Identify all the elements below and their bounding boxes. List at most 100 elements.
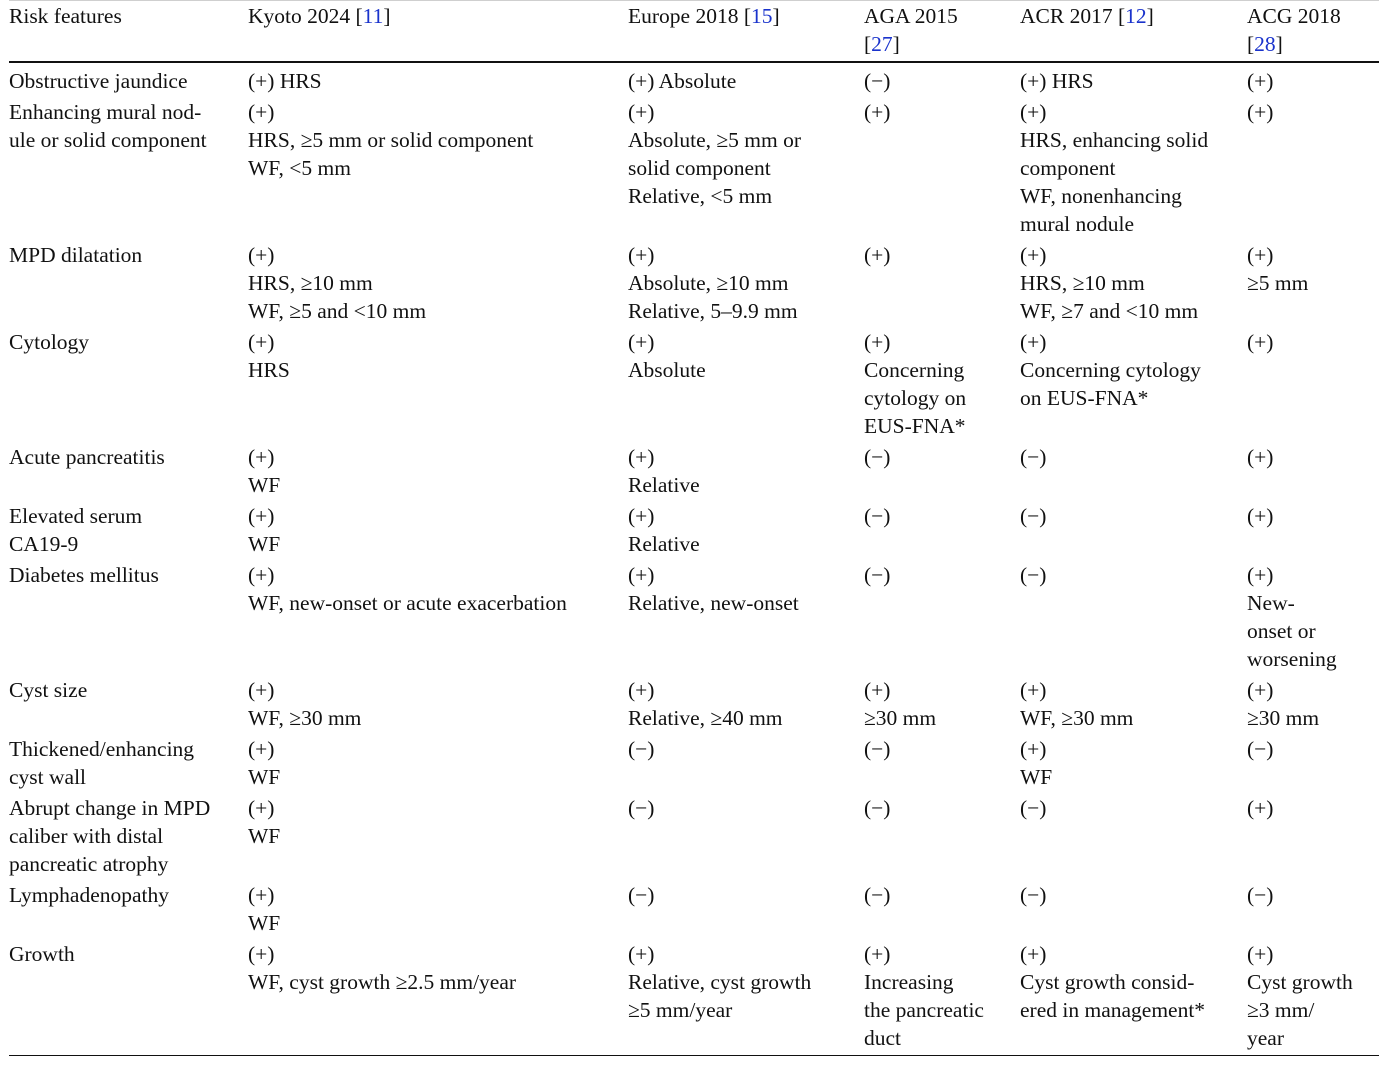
- guideline-cell: (−): [1247, 735, 1379, 794]
- guideline-cell: (−): [628, 735, 864, 794]
- guideline-cell: (−): [1020, 502, 1247, 561]
- cell-text-line: (−): [1247, 737, 1274, 761]
- cell-text-line: (+): [248, 100, 275, 124]
- cell-text-line: (+) HRS: [1020, 69, 1094, 93]
- guideline-cell: (+): [864, 241, 1020, 328]
- guideline-cell: (+) Concerning cytology on EUS-FNA*: [864, 328, 1020, 443]
- cell-text-line: (+): [864, 678, 891, 702]
- citation-link[interactable]: 27: [871, 32, 893, 56]
- cell-text-line: worsening: [1247, 647, 1337, 671]
- column-header: Risk features: [9, 2, 248, 62]
- guideline-cell: (−): [864, 62, 1020, 98]
- risk-feature-label: cyst wall: [9, 765, 87, 789]
- table-row: Enhancing mural nod-ule or solid compone…: [9, 98, 1379, 241]
- cell-text-line: (+): [1247, 942, 1274, 966]
- guideline-cell: (+) HRS: [248, 62, 628, 98]
- cell-text-line: (+): [864, 330, 891, 354]
- guideline-cell: (+): [1247, 98, 1379, 241]
- cell-text-line: (+): [1247, 445, 1274, 469]
- guideline-cell: (+): [864, 98, 1020, 241]
- citation-link[interactable]: 28: [1254, 32, 1276, 56]
- cell-text-line: WF, ≥7 and <10 mm: [1020, 299, 1199, 323]
- guideline-cell: (+) WF: [248, 881, 628, 940]
- cell-text-line: duct: [864, 1026, 902, 1050]
- guideline-cell: (−): [864, 443, 1020, 502]
- column-header-label: AGA 2015: [864, 4, 958, 28]
- risk-feature-label: Elevated serum: [9, 504, 143, 528]
- cell-text-line: HRS, ≥10 mm: [1020, 271, 1145, 295]
- cell-text-line: (+): [1247, 100, 1274, 124]
- cell-text-line: (+): [1020, 100, 1047, 124]
- cell-text-line: (−): [1020, 563, 1047, 587]
- cell-text-line: (+): [1020, 737, 1047, 761]
- cell-text-line: on EUS-FNA*: [1020, 386, 1149, 410]
- risk-feature-cell: Lymphadenopathy: [9, 881, 248, 940]
- cell-text-line: the pancreatic: [864, 998, 984, 1022]
- citation-link[interactable]: 11: [362, 4, 384, 28]
- cell-text-line: Cyst growth consid-: [1020, 970, 1195, 994]
- cell-text-line: (+): [1247, 678, 1274, 702]
- cell-text-line: (+): [1020, 942, 1047, 966]
- column-header-label: Kyoto 2024: [248, 4, 356, 28]
- risk-feature-cell: MPD dilatation: [9, 241, 248, 328]
- cell-text-line: WF, cyst growth ≥2.5 mm/year: [248, 970, 517, 994]
- header-row: Risk features Kyoto 2024 [11] Europe 2018 …: [9, 2, 1379, 62]
- cell-text-line: ≥30 mm: [864, 706, 937, 730]
- guideline-cell: (+) Relative: [628, 443, 864, 502]
- guideline-cell: (−): [1020, 881, 1247, 940]
- risk-feature-cell: Growth: [9, 940, 248, 1056]
- guideline-cell: (+): [1247, 502, 1379, 561]
- cell-text-line: ≥5 mm: [1247, 271, 1309, 295]
- guideline-cell: (+) Relative, cyst growth ≥5 mm/year: [628, 940, 864, 1056]
- cell-text-line: (+): [248, 330, 275, 354]
- cell-text-line: HRS, ≥10 mm: [248, 271, 373, 295]
- cell-text-line: (+): [628, 243, 655, 267]
- cell-text-line: (+): [1247, 504, 1274, 528]
- cell-text-line: Relative, <5 mm: [628, 184, 773, 208]
- cell-text-line: (−): [864, 737, 891, 761]
- table-row: Abrupt change in MPD caliber with distal p…: [9, 794, 1379, 881]
- guideline-cell: (−): [864, 881, 1020, 940]
- cell-text-line: WF: [1020, 765, 1053, 789]
- guideline-cell: (−): [1020, 561, 1247, 676]
- cell-text-line: WF: [248, 765, 281, 789]
- risk-feature-cell: Thickened/enhancing cyst wall: [9, 735, 248, 794]
- cell-text-line: (−): [1020, 883, 1047, 907]
- cell-text-line: (+): [248, 243, 275, 267]
- cell-text-line: Increasing: [864, 970, 954, 994]
- citation-link[interactable]: 15: [751, 4, 773, 28]
- cell-text-line: (−): [628, 737, 655, 761]
- risk-feature-cell: Elevated serum CA19-9: [9, 502, 248, 561]
- guideline-cell: (+) Absolute: [628, 328, 864, 443]
- cell-text-line: WF: [248, 911, 281, 935]
- guideline-cell: (+) HRS, ≥5 mm or solid component WF, <5 m…: [248, 98, 628, 241]
- cell-text-line: WF, <5 mm: [248, 156, 351, 180]
- table-header: Risk features Kyoto 2024 [11] Europe 2018 …: [9, 2, 1379, 62]
- guideline-cell: (+) Absolute: [628, 62, 864, 98]
- cell-text-line: (−): [1020, 796, 1047, 820]
- cell-text-line: (−): [628, 883, 655, 907]
- column-header: Europe 2018 [15]: [628, 4, 780, 28]
- guideline-cell: (−): [1247, 881, 1379, 940]
- cell-text-line: New-: [1247, 591, 1295, 615]
- cell-text-line: (+) Absolute: [628, 69, 737, 93]
- column-header: AGA 2015 [27]: [864, 4, 958, 56]
- cell-text-line: WF, nonenhancing: [1020, 184, 1182, 208]
- risk-feature-label: pancreatic atrophy: [9, 852, 169, 876]
- table-row: Elevated serum CA19-9 (+) WF (+) Relative (−)(…: [9, 502, 1379, 561]
- cell-text-line: (+): [1020, 330, 1047, 354]
- guideline-cell: (+) ≥5 mm: [1247, 241, 1379, 328]
- cell-text-line: (+): [1247, 243, 1274, 267]
- column-header: ACR 2017 [12]: [1020, 4, 1154, 28]
- cell-text-line: mural nodule: [1020, 212, 1135, 236]
- table-row: Growth (+) WF, cyst growth ≥2.5 mm/year (+)…: [9, 940, 1379, 1056]
- cell-text-line: onset or: [1247, 619, 1316, 643]
- column-header-label: ACR 2017: [1020, 4, 1118, 28]
- cell-text-line: (+) HRS: [248, 69, 322, 93]
- guideline-cell: (−): [628, 881, 864, 940]
- citation-link[interactable]: 12: [1125, 4, 1147, 28]
- cell-text-line: (+): [628, 678, 655, 702]
- cell-text-line: Relative, ≥40 mm: [628, 706, 783, 730]
- risk-feature-cell: Acute pancreatitis: [9, 443, 248, 502]
- guideline-cell: (+) Relative, ≥40 mm: [628, 676, 864, 735]
